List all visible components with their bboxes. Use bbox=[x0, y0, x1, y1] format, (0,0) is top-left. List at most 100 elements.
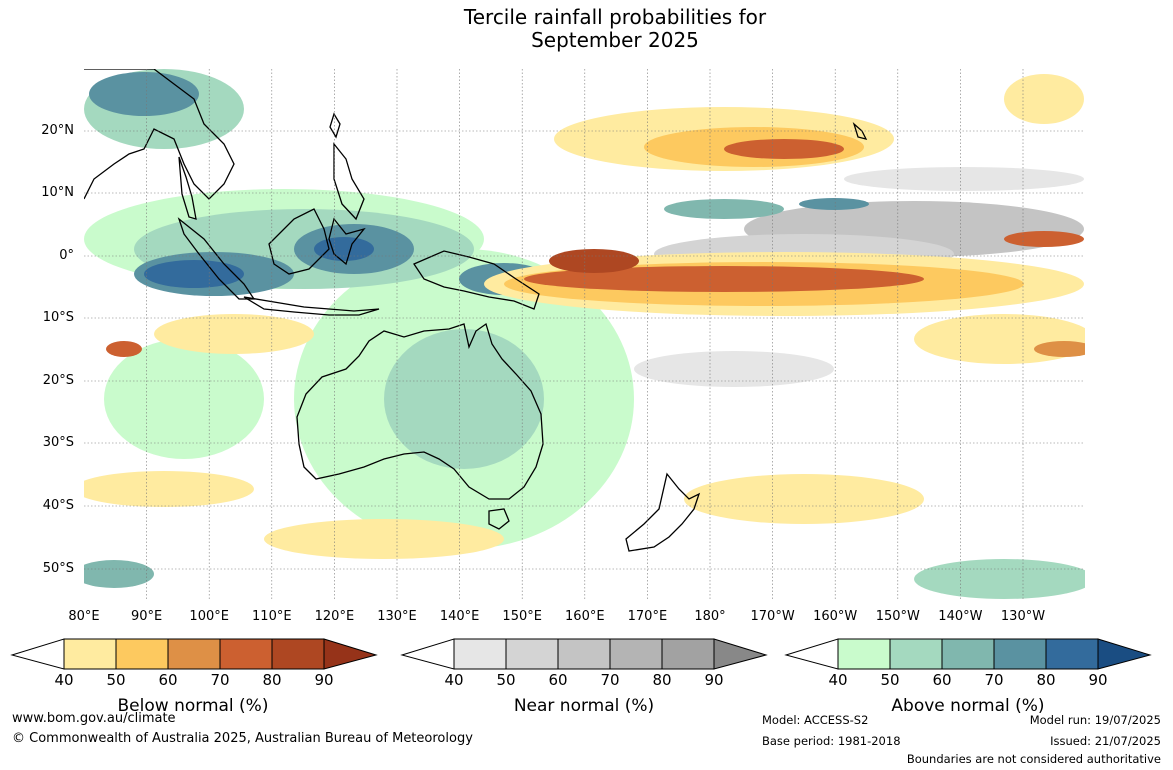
colorbar-segment bbox=[557, 638, 611, 670]
colorbar-segment bbox=[661, 638, 715, 670]
probability-region bbox=[84, 471, 254, 507]
colorbar-segment bbox=[453, 638, 507, 670]
probability-region bbox=[154, 314, 314, 354]
disclaimer-text: Boundaries are not considered authoritat… bbox=[906, 752, 1161, 766]
lat-label: 40°S bbox=[42, 498, 74, 513]
probability-region bbox=[684, 474, 924, 524]
colorbar-segment bbox=[941, 638, 995, 670]
colorbar-tick-label: 40 bbox=[828, 671, 848, 689]
colorbar-tick-label: 90 bbox=[1088, 671, 1108, 689]
probability-map bbox=[84, 69, 1085, 600]
colorbar-label-above: Above normal (%) bbox=[891, 696, 1045, 716]
probability-region bbox=[664, 199, 784, 219]
colorbar-tick-label: 90 bbox=[704, 671, 724, 689]
probability-region bbox=[384, 329, 544, 469]
lon-label: 160°E bbox=[565, 609, 605, 624]
lon-label: 130°E bbox=[377, 609, 417, 624]
colorbar-segment bbox=[993, 638, 1047, 670]
lon-label: 170°W bbox=[750, 609, 795, 624]
colorbar-tick-label: 60 bbox=[548, 671, 568, 689]
colorbar-tick-label: 70 bbox=[984, 671, 1004, 689]
colorbar-segment bbox=[167, 638, 221, 670]
probability-region bbox=[314, 237, 374, 261]
probability-region bbox=[1004, 74, 1084, 124]
lon-label: 160°W bbox=[813, 609, 858, 624]
probability-region bbox=[524, 266, 924, 292]
colorbar-segment bbox=[63, 638, 117, 670]
colorbar-tick-label: 70 bbox=[600, 671, 620, 689]
website-link[interactable]: www.bom.gov.au/climate bbox=[12, 711, 176, 726]
colorbar-label-near: Near normal (%) bbox=[513, 696, 655, 716]
colorbar-under-triangle bbox=[784, 638, 839, 670]
lat-label: 30°S bbox=[42, 435, 74, 450]
model-text: Model: ACCESS-S2 bbox=[762, 713, 869, 727]
map-title-line2: September 2025 bbox=[531, 28, 699, 52]
issued-text: Issued: 21/07/2025 bbox=[1050, 734, 1161, 748]
probability-region bbox=[104, 339, 264, 459]
lat-label: 10°N bbox=[41, 185, 74, 200]
probability-region bbox=[84, 560, 154, 588]
colorbar-segment bbox=[1045, 638, 1099, 670]
lon-label: 100°E bbox=[189, 609, 229, 624]
colorbar-above-normal bbox=[784, 638, 1152, 670]
probability-region bbox=[724, 139, 844, 159]
lat-label: 50°S bbox=[42, 561, 74, 576]
colorbar-tick-label: 90 bbox=[314, 671, 334, 689]
colorbar-tick-label: 60 bbox=[158, 671, 178, 689]
probability-region bbox=[799, 198, 869, 210]
colorbar-below-normal bbox=[10, 638, 378, 670]
probability-region bbox=[106, 341, 142, 357]
colorbar-near-normal bbox=[400, 638, 768, 670]
lon-label: 140°W bbox=[938, 609, 983, 624]
colorbar-over-triangle bbox=[713, 638, 768, 670]
map-title-line1: Tercile rainfall probabilities for bbox=[463, 5, 767, 29]
colorbar-tick-label: 40 bbox=[444, 671, 464, 689]
lon-label: 90°E bbox=[130, 609, 163, 624]
probability-region bbox=[844, 167, 1084, 191]
colorbar-tick-label: 80 bbox=[262, 671, 282, 689]
lon-label: 110°E bbox=[252, 609, 292, 624]
colorbar-tick-label: 50 bbox=[106, 671, 126, 689]
coastlines bbox=[84, 69, 868, 552]
lat-label: 20°N bbox=[41, 123, 74, 138]
colorbar-segment bbox=[505, 638, 559, 670]
colorbar-segment bbox=[889, 638, 943, 670]
lon-label: 120°E bbox=[314, 609, 355, 624]
colorbar-segment bbox=[837, 638, 891, 670]
colorbar-segment bbox=[115, 638, 169, 670]
colorbar-segment bbox=[219, 638, 273, 670]
lon-label: 150°W bbox=[875, 609, 920, 624]
colorbar-tick-label: 50 bbox=[880, 671, 900, 689]
lon-label: 140°E bbox=[439, 609, 480, 624]
graticule bbox=[84, 69, 1085, 600]
lon-label: 80°E bbox=[68, 609, 100, 624]
probability-region bbox=[144, 260, 244, 288]
probability-region bbox=[1004, 231, 1084, 247]
probability-region bbox=[1034, 341, 1085, 357]
colorbar-tick-label: 50 bbox=[496, 671, 516, 689]
colorbar-label-below: Below normal (%) bbox=[117, 696, 269, 716]
lon-label: 180° bbox=[694, 609, 726, 624]
probability-region bbox=[89, 72, 199, 116]
colorbar-over-triangle bbox=[323, 638, 378, 670]
base-period-text: Base period: 1981-2018 bbox=[762, 734, 901, 748]
colorbar-tick-label: 70 bbox=[210, 671, 230, 689]
colorbar-segment bbox=[271, 638, 325, 670]
colorbar-segment bbox=[609, 638, 663, 670]
colorbar-under-triangle bbox=[400, 638, 455, 670]
lat-label: 10°S bbox=[42, 310, 74, 325]
lon-label: 150°E bbox=[502, 609, 542, 624]
colorbar-over-triangle bbox=[1097, 638, 1152, 670]
lon-label: 130°W bbox=[1000, 609, 1046, 624]
probability-region bbox=[549, 249, 639, 273]
lat-label: 0° bbox=[59, 248, 74, 263]
colorbar-tick-label: 60 bbox=[932, 671, 952, 689]
colorbar-tick-label: 80 bbox=[1036, 671, 1056, 689]
probability-region bbox=[264, 519, 504, 559]
lon-label: 170°E bbox=[627, 609, 668, 624]
model-run-text: Model run: 19/07/2025 bbox=[1029, 713, 1161, 727]
lat-label: 20°S bbox=[42, 373, 74, 388]
copyright-text: © Commonwealth of Australia 2025, Austra… bbox=[12, 731, 473, 746]
colorbar-under-triangle bbox=[10, 638, 65, 670]
colorbar-tick-label: 80 bbox=[652, 671, 672, 689]
